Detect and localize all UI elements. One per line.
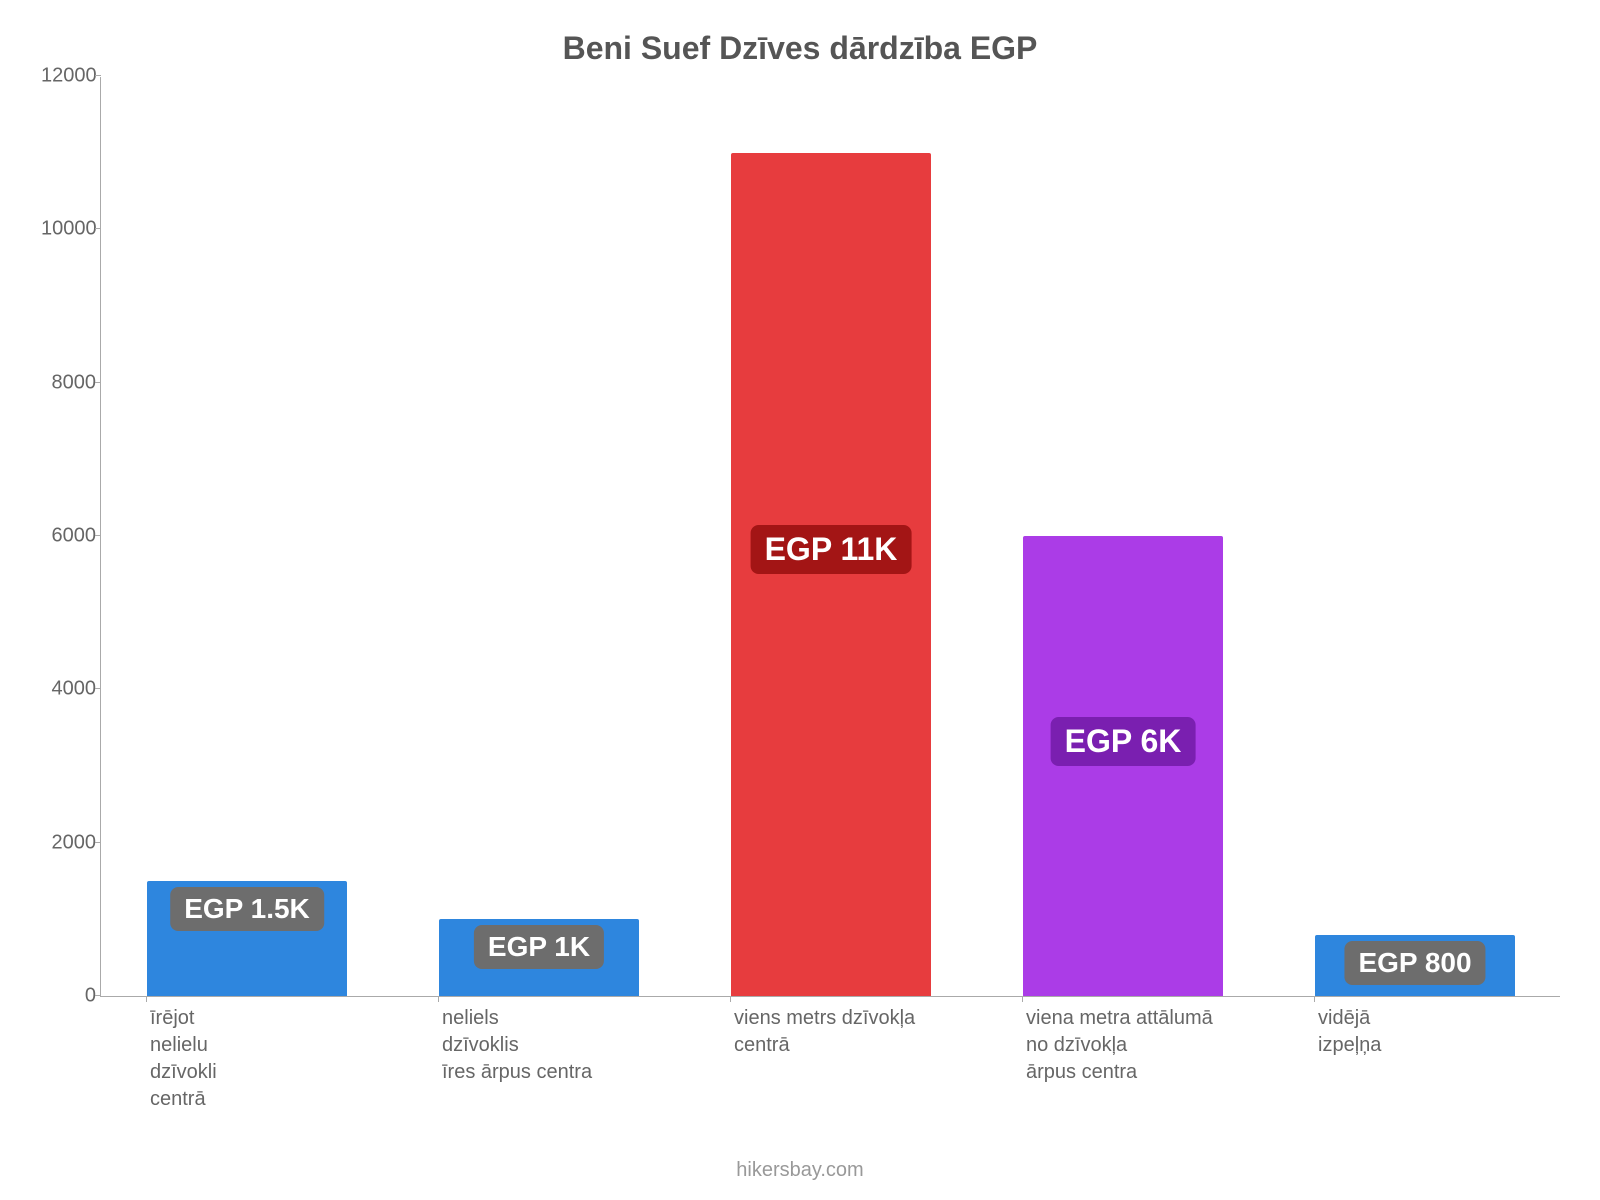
y-tick-label: 10000 <box>41 218 96 241</box>
y-tick-label: 12000 <box>41 65 96 88</box>
bars-layer: EGP 1.5K EGP 1K EGP 11K EGP 6K EGP 800 <box>101 77 1560 996</box>
y-tick-label: 8000 <box>41 371 96 394</box>
x-tick-mark <box>1314 996 1315 1002</box>
bar <box>1023 536 1223 996</box>
plot-area: EGP 1.5KEGP 1KEGP 11KEGP 6KEGP 800 02000… <box>100 77 1560 997</box>
y-tick-mark <box>95 382 101 383</box>
y-tick-mark <box>95 842 101 843</box>
y-tick-mark <box>95 75 101 76</box>
bar-value-label: EGP 1K <box>474 925 604 969</box>
y-tick-mark <box>95 228 101 229</box>
x-axis-label: viena metra attālumāno dzīvokļaārpus cen… <box>1026 1005 1266 1086</box>
chart-container: Beni Suef Dzīves dārdzība EGP EGP 1.5KEG… <box>0 0 1600 1200</box>
x-axis-label: īrējotnelieludzīvoklicentrā <box>150 1005 390 1113</box>
chart-title: Beni Suef Dzīves dārdzība EGP <box>40 30 1560 67</box>
x-axis-label: viens metrs dzīvokļacentrā <box>734 1005 974 1059</box>
x-tick-mark <box>730 996 731 1002</box>
x-axis-labels: īrējotnelieludzīvoklicentrā nelielsdzīvok… <box>100 997 1560 1157</box>
y-tick-label: 0 <box>41 985 96 1008</box>
y-tick-label: 2000 <box>41 831 96 854</box>
bar-value-label: EGP 11K <box>751 525 912 574</box>
bar-value-label: EGP 1.5K <box>170 887 324 931</box>
x-axis-label: vidējāizpeļņa <box>1318 1005 1558 1059</box>
y-tick-mark <box>95 688 101 689</box>
bar-value-label: EGP 6K <box>1051 717 1196 766</box>
bar-value-label: EGP 800 <box>1344 941 1485 985</box>
y-tick-mark <box>95 995 101 996</box>
x-axis-label: nelielsdzīvoklisīres ārpus centra <box>442 1005 682 1086</box>
y-tick-mark <box>95 535 101 536</box>
x-tick-mark <box>1022 996 1023 1002</box>
y-tick-label: 6000 <box>41 525 96 548</box>
y-tick-label: 4000 <box>41 678 96 701</box>
x-tick-mark <box>438 996 439 1002</box>
attribution-text: hikersbay.com <box>0 1159 1600 1182</box>
x-tick-mark <box>146 996 147 1002</box>
